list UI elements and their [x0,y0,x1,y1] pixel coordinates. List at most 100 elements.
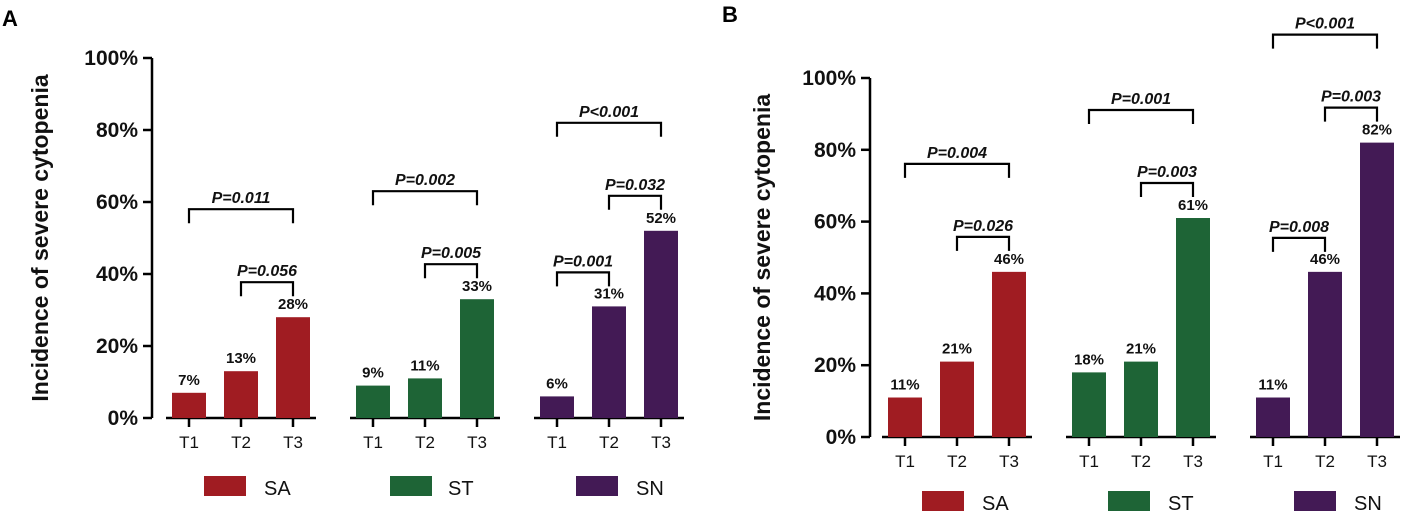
panel-a-data-label-sa-t1: 7% [178,372,200,389]
panel-a-y-tick-label: 100% [84,47,138,70]
panel-a-bracket-sa [187,208,295,224]
panel-b-bar-st-t1 [1072,372,1106,437]
panel-b-bracket-sn [1271,33,1379,49]
panel-a-bracket-sn [607,194,663,210]
panel-a-data-label-st-t3: 33% [462,278,492,295]
panel-b-x-tick-label: T3 [1367,452,1387,471]
panel-a-data-label-sn-t3: 52% [646,210,676,227]
panel-a-legend-swatch-sn [576,476,618,496]
panel-a-x-tick-label: T2 [599,433,619,452]
panel-b-p-value-st: P=0.001 [1111,91,1171,108]
panel-a-legend-label-sn: SN [636,478,664,500]
panel-b-letter: B [722,2,738,27]
panel-b-bracket-st [1139,181,1195,198]
panel-b-data-label-sn-t1: 11% [1258,377,1287,394]
panel-b-legend-swatch-st [1108,491,1150,511]
panel-b-bar-sn-t1 [1256,397,1290,437]
panel-b-data-label-sa-t3: 46% [994,251,1024,268]
panel-b-x-tick-label: T2 [947,452,967,471]
panel-b-x-tick-label: T1 [1079,452,1099,471]
panel-a-bar-sa-t3 [276,317,310,418]
panel-a-p-value-sa: P=0.056 [237,263,297,280]
panel-a-x-tick-label: T2 [231,433,251,452]
panel-b-legend-swatch-sa [922,491,964,511]
panel-a-p-value-sa: P=0.011 [212,190,271,207]
panel-b-bracket-sa [955,235,1011,251]
panel-b-bracket-sn [1271,236,1327,252]
panel-b-p-value-st: P=0.003 [1137,164,1197,181]
panel-a-bracket-sa [239,281,295,297]
panel-b-legend-label-sa: SA [982,493,1009,515]
panel-b-data-label-sa-t2: 21% [942,341,972,358]
panel-a-x-tick-label: T3 [467,433,487,452]
panel-b-x-tick-label: T2 [1131,452,1151,471]
panel-a-data-label-sa-t2: 13% [226,350,256,367]
panel-a-bar-st-t3 [460,299,494,418]
panel-a-legend-swatch-st [390,476,432,496]
panel-b-data-label-sn-t2: 46% [1310,251,1340,268]
panel-a-legend-swatch-sa [204,476,246,496]
panel-a-y-tick-label: 40% [96,263,138,286]
panel-b-p-value-sa: P=0.026 [953,218,1013,235]
panel-a-p-value-st: P=0.002 [395,172,455,189]
panel-a-letter: A [2,6,18,31]
panel-b-y-tick-label: 100% [802,67,856,90]
panel-a-bar-sa-t2 [224,371,258,418]
panel-a-x-tick-label: T2 [415,433,435,452]
panel-a-p-value-sn: P=0.001 [553,253,613,270]
panel-a-x-tick-label: T3 [283,433,303,452]
panel-b-y-tick-label: 40% [814,282,856,305]
panel-a-data-label-sn-t2: 31% [594,285,624,302]
panel-a-y-tick-label: 20% [96,335,138,358]
panel-a-p-value-sn: P<0.001 [579,104,639,121]
panel-b-p-value-sa: P=0.004 [927,145,987,162]
panel-a-bar-sa-t1 [172,392,206,418]
panel-a-data-label-sa-t3: 28% [278,296,308,313]
panel-a-legend-label-st: ST [448,478,474,500]
panel-a-bar-sn-t3 [644,230,678,418]
panel-b-bracket-sa [903,162,1011,178]
panel-b-y-axis-title: Incidence of severe cytopenia [749,94,775,421]
panel-a-bracket-sn [555,271,611,287]
panel-b-data-label-sn-t3: 82% [1362,122,1392,139]
panel-a-bracket-st [423,263,479,279]
panel-a-x-tick-label: T1 [179,433,199,452]
panel-b-y-tick-label: 80% [814,139,856,162]
panel-a-data-label-sn-t1: 6% [546,375,568,392]
panel-a-p-value-st: P=0.005 [421,245,482,262]
panel-a-y-tick-label: 60% [96,191,138,214]
panel-a-y-tick-label: 80% [96,119,138,142]
panel-a-bracket-sn [555,121,663,137]
panel-b-bar-sn-t3 [1360,142,1394,437]
panel-b-legend-label-sn: SN [1354,493,1382,515]
panel-a-bar-sn-t1 [540,396,574,418]
panel-b-x-tick-label: T2 [1315,452,1335,471]
panel-b-bar-sa-t2 [940,361,974,437]
panel-b-legend-label-st: ST [1168,493,1194,515]
panel-b-p-value-sn: P=0.008 [1269,219,1329,236]
panel-a-x-tick-label: T1 [363,433,383,452]
panel-b-x-tick-label: T3 [1183,452,1203,471]
panel-b-bar-sn-t2 [1308,271,1342,437]
panel-a-y-tick-label: 0% [108,407,139,430]
panel-b-y-tick-label: 60% [814,211,856,234]
panel-b-bracket-st [1087,108,1195,125]
panel-a-data-label-st-t2: 11% [410,357,439,374]
panel-a-x-tick-label: T1 [547,433,567,452]
panel-b-data-label-st-t1: 18% [1074,351,1104,368]
panel-a-x-tick-label: T3 [651,433,671,452]
panel-a-bracket-st [371,190,479,206]
panel-b-bar-st-t3 [1176,218,1210,437]
panel-b-bar-sa-t3 [992,271,1026,437]
panel-b-p-value-sn: P<0.001 [1295,16,1355,33]
panel-b-p-value-sn: P=0.003 [1321,89,1381,106]
panel-a-y-axis-title: Incidence of severe cytopenia [27,74,53,401]
panel-b-y-tick-label: 0% [826,426,857,449]
panel-a-p-value-sn: P=0.032 [605,177,665,194]
panel-a-data-label-st-t1: 9% [362,365,384,382]
panel-a-bar-st-t1 [356,385,390,418]
panel-b-x-tick-label: T1 [895,452,915,471]
panel-b-y-tick-label: 20% [814,354,856,377]
panel-b-data-label-sa-t1: 11% [890,377,919,394]
